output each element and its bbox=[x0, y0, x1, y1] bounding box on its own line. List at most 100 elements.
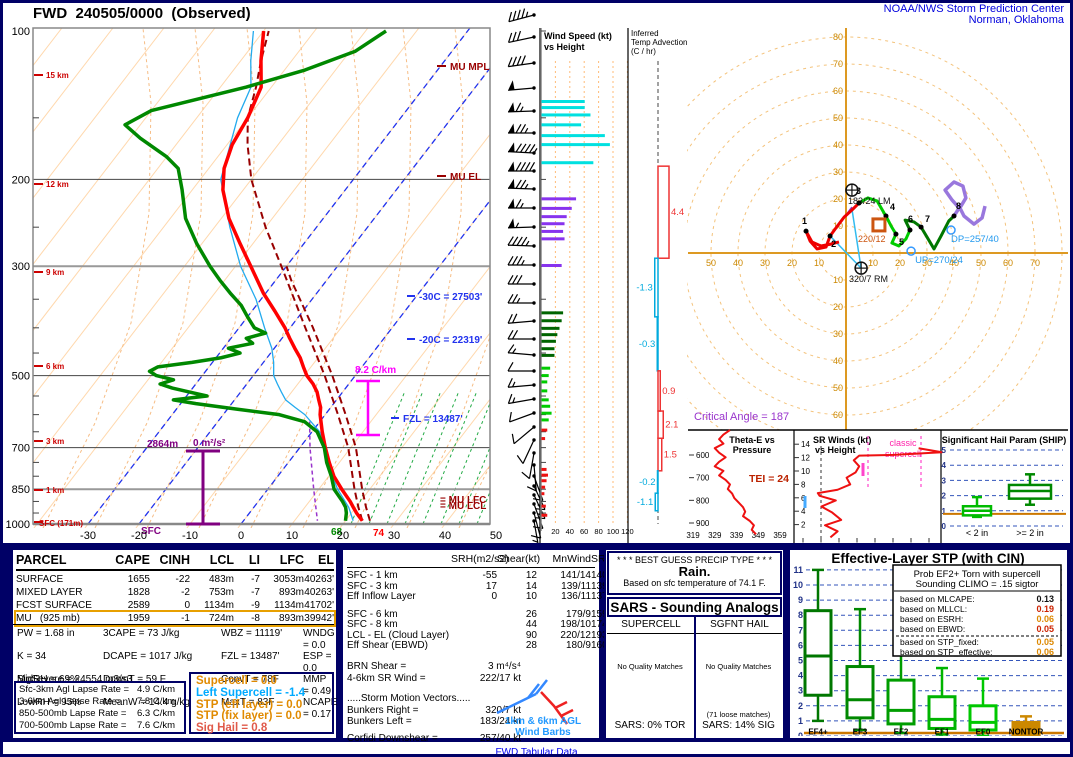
parcel-cell: -1 bbox=[181, 613, 190, 624]
sr-ytick: 10 bbox=[801, 467, 810, 476]
parcel-table: PARCEL CAPE CINH LCL LI LFC EL SURFACE 1655 -22 48… bbox=[14, 552, 336, 627]
stats-cell: WBZ = 11119' bbox=[221, 628, 283, 639]
theta-e-xtick: 319 bbox=[686, 531, 700, 540]
sr-ytick: 8 bbox=[801, 480, 806, 489]
temp-axis-label: 50 bbox=[490, 530, 502, 542]
theta-e-ytick: 600 bbox=[696, 451, 710, 460]
parcel-cell: FCST SURFACE bbox=[16, 600, 92, 611]
stp-ytick: 2 bbox=[798, 701, 803, 711]
thermo-stats: PW = 1.68 in 3CAPE = 73 J/kg WBZ = 11119' W… bbox=[17, 628, 338, 720]
storm-motion-value: 183/24 kt bbox=[479, 715, 521, 727]
stp-legend-value: 0.06 bbox=[1036, 614, 1054, 624]
theta-e-xtick: 359 bbox=[773, 531, 787, 540]
lapse-rate-label: 8.2 C/km bbox=[355, 365, 396, 376]
shear-cell: 44 bbox=[525, 619, 537, 630]
hodo-ring-label: 10 bbox=[833, 275, 843, 285]
hodo-ring-label: 20 bbox=[787, 258, 797, 268]
shear-cell: Eff Inflow Layer bbox=[347, 591, 416, 602]
page-title: FWD 240505/0000 (Observed) bbox=[33, 5, 251, 22]
temperature-trace bbox=[221, 30, 364, 522]
theta-e-trace bbox=[713, 429, 757, 536]
parcel-row: FCST SURFACE 2589 0 1134m -9 1134m 41702' bbox=[16, 599, 334, 612]
stp-legend-value: 0.05 bbox=[1036, 637, 1054, 647]
shear-cell bbox=[451, 641, 497, 652]
hodo-ring-label: 60 bbox=[1003, 258, 1013, 268]
sars-sig-pct: SARS: 14% SIG bbox=[702, 720, 775, 731]
sfc-dewpoint-f: 68 bbox=[331, 527, 343, 538]
fzl-label: FZL = 13487' bbox=[403, 414, 463, 425]
barb-caption: 1km & 6km AGL Wind Barbs bbox=[493, 716, 593, 738]
parcel-cell: 3053m bbox=[273, 574, 304, 585]
skewt-markers bbox=[186, 379, 380, 526]
parcel-cell: 893m bbox=[278, 613, 304, 624]
advection-value: -0.2 bbox=[639, 477, 655, 488]
hodo-ring-label: 70 bbox=[1030, 258, 1040, 268]
parcel-cell: 893m bbox=[278, 587, 304, 598]
stp-ytick: 7 bbox=[798, 625, 803, 635]
barb-caption-line1: 1km & 6km AGL bbox=[504, 716, 582, 727]
parcel-cell: 2589 bbox=[127, 600, 150, 611]
storm-motion-value: 257/40 kt bbox=[479, 732, 521, 744]
tabular-data-link[interactable]: FWD Tabular Data bbox=[495, 747, 578, 757]
height-label: 1 km bbox=[46, 486, 64, 495]
parcel-cell: -7 bbox=[251, 574, 260, 585]
hodo-km-label: 2 bbox=[831, 239, 836, 249]
dewpoint-trace bbox=[123, 29, 387, 521]
shear-cell: 180/9 bbox=[565, 640, 591, 651]
shear-cell: SFC - 1 km bbox=[347, 570, 398, 581]
stats-cell: 3CAPE = 73 J/kg bbox=[103, 628, 180, 639]
stats-cell: NCAPE = 0.17 bbox=[303, 697, 338, 720]
stp-category: EF0 bbox=[976, 728, 991, 737]
advection-value: 1.5 bbox=[664, 450, 677, 461]
advection-value: -1.3 bbox=[636, 283, 652, 294]
parcel-cell: 724m bbox=[208, 613, 234, 624]
wind-axis-tick: 40 bbox=[566, 527, 574, 536]
stp-ytick: 3 bbox=[798, 686, 803, 696]
shear-cell: -55 bbox=[482, 570, 497, 581]
stp-legend-value: 0.06 bbox=[1036, 647, 1054, 657]
hodo-ring-label: 40 bbox=[733, 258, 743, 268]
shear-cell: 90 bbox=[525, 629, 537, 641]
hodo-ring-label: 30 bbox=[833, 167, 843, 177]
wind-axis-tick: 100 bbox=[607, 527, 620, 536]
eff-inflow-srh-label: 0 m²/s² bbox=[193, 438, 226, 449]
corfidi-up-label: UP=270/24 bbox=[915, 255, 963, 266]
brn-shear-value: 3 m⁴/s⁴ bbox=[487, 660, 521, 672]
lapse-label: 3-6km Agl Lapse Rate = bbox=[19, 696, 121, 707]
shear-cell: SFC - 3 km bbox=[347, 580, 398, 592]
stp-legend-label: based on EBWD: bbox=[900, 624, 965, 634]
parcel-row: MU (925 mb) 1959 -1 724m -8 893m 39942' bbox=[14, 610, 336, 627]
parcel-cell: 1959 bbox=[127, 613, 150, 624]
shear-cell: 220/12 bbox=[560, 629, 591, 641]
parcel-panel: PARCEL CAPE CINH LCL LI LFC EL SURFACE 1655 -22 48… bbox=[11, 548, 338, 740]
parcel-cell: 483m bbox=[208, 574, 234, 585]
lapse-rate-row: Sfc-3km Agl Lapse Rate = 4.9 C/km bbox=[19, 684, 184, 696]
parcel-cell: SURFACE bbox=[16, 574, 64, 585]
shear-cell: 12 bbox=[525, 570, 537, 581]
shear-header-cell bbox=[347, 552, 451, 567]
pressure-label: 100 bbox=[12, 26, 30, 38]
parcel-header-cell: EL bbox=[318, 553, 334, 567]
sounding-charts: MU MPL MU EL -30C = 27503' -20C = 22319' FZL… bbox=[6, 8, 1068, 547]
org-header: NOAA/NWS Storm Prediction Center Norman,… bbox=[884, 4, 1064, 26]
hodo-km-label: 6 bbox=[908, 214, 913, 224]
parcel-cell: 39942' bbox=[304, 613, 334, 624]
pressure-lines bbox=[32, 27, 491, 526]
parcel-cell: 1828 bbox=[127, 587, 150, 598]
shear-cell: 179/9 bbox=[565, 608, 591, 620]
theta-e-title1: Theta-E vs bbox=[729, 435, 775, 445]
index-row: Supercell = 0.0 bbox=[196, 675, 277, 687]
parcel-cell: 40263' bbox=[304, 574, 334, 585]
height-label: 15 km bbox=[46, 71, 69, 80]
rm-label: 320/7 RM bbox=[849, 274, 888, 284]
stats-cell: WNDG = 0.0 bbox=[303, 628, 335, 651]
parcel-cell: 0 bbox=[184, 600, 190, 611]
parcel-cell: 1134m bbox=[274, 600, 304, 611]
hodo-ring-label: 10 bbox=[868, 258, 878, 268]
shear-cell: SFC - 8 km bbox=[347, 619, 398, 630]
hodo-6-9km bbox=[903, 214, 956, 251]
